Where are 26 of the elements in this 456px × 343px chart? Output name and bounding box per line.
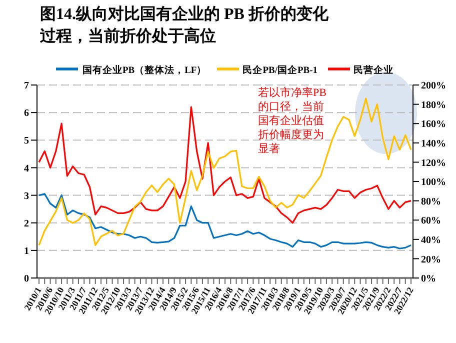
legend-label: 民企PB/国企PB-1 <box>242 66 318 76</box>
y2-tick-label: 160% <box>421 119 446 130</box>
y2-tick-label: 200% <box>421 80 446 92</box>
y2-tick-label: 100% <box>421 177 446 188</box>
line-series <box>38 193 412 250</box>
y2-tick-label: 20% <box>421 254 441 266</box>
y-tick-label: 6 <box>24 108 29 120</box>
y-tick-label: 5 <box>24 136 29 147</box>
y2-tick-label: 80% <box>421 196 441 208</box>
legend-label: 国有企业PB（整体法，LF） <box>82 66 207 76</box>
y2-tick-label: 40% <box>421 234 441 246</box>
legend-label: 民营企业 <box>354 66 394 76</box>
y-tick-label: 0 <box>24 274 29 285</box>
y2-tick-label: 0% <box>421 274 436 285</box>
y-tick-label: 7 <box>24 80 29 92</box>
y-tick-label: 2 <box>24 218 29 230</box>
line-series <box>38 98 412 246</box>
annotation: 若以市净率PB的口径，当前国有企业估值折价幅度更为显著 <box>258 86 328 156</box>
y2-tick-label: 180% <box>421 100 446 111</box>
chart-title: 图14.纵向对比国有企业的 PB 折价的变化过程，当前折价处于高位 <box>40 4 330 47</box>
y-tick-label: 3 <box>24 190 29 202</box>
y2-tick-label: 120% <box>421 158 446 169</box>
y2-tick-label: 60% <box>421 216 441 227</box>
y-tick-label: 4 <box>24 163 29 174</box>
y2-tick-label: 140% <box>421 138 446 150</box>
y-tick-label: 1 <box>24 246 29 257</box>
